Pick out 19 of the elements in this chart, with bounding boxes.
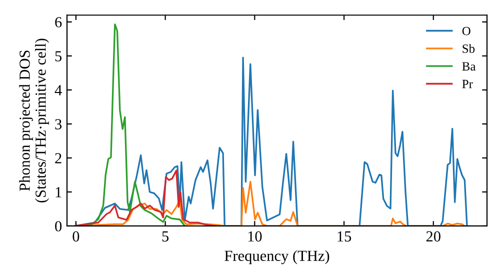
x-tick-label: 20 bbox=[426, 231, 440, 242]
y-tick-label: 4 bbox=[54, 85, 62, 96]
x-tick-label: 10 bbox=[248, 231, 262, 242]
x-axis-title: Frequency (THz) bbox=[224, 250, 330, 264]
x-tick-label: 5 bbox=[162, 231, 169, 242]
legend-label: Pr bbox=[462, 80, 473, 88]
y-axis-title: Phonon projected DOS (States/THz·primitive cell) bbox=[19, 38, 49, 202]
line-series bbox=[74, 170, 216, 226]
x-tick-label: 0 bbox=[72, 231, 80, 242]
y-tick-label: 5 bbox=[55, 51, 62, 62]
legend-label: Sb bbox=[462, 44, 475, 53]
y-tick-label: 3 bbox=[55, 119, 62, 130]
y-tick-label: 0 bbox=[55, 221, 62, 232]
x-tick-label: 15 bbox=[338, 231, 352, 242]
legend-label: O bbox=[462, 26, 470, 36]
y-tick-label: 1 bbox=[56, 187, 62, 198]
legend-label: Ba bbox=[462, 62, 476, 71]
y-tick-label: 6 bbox=[55, 17, 62, 28]
y-tick-label: 2 bbox=[55, 153, 62, 164]
